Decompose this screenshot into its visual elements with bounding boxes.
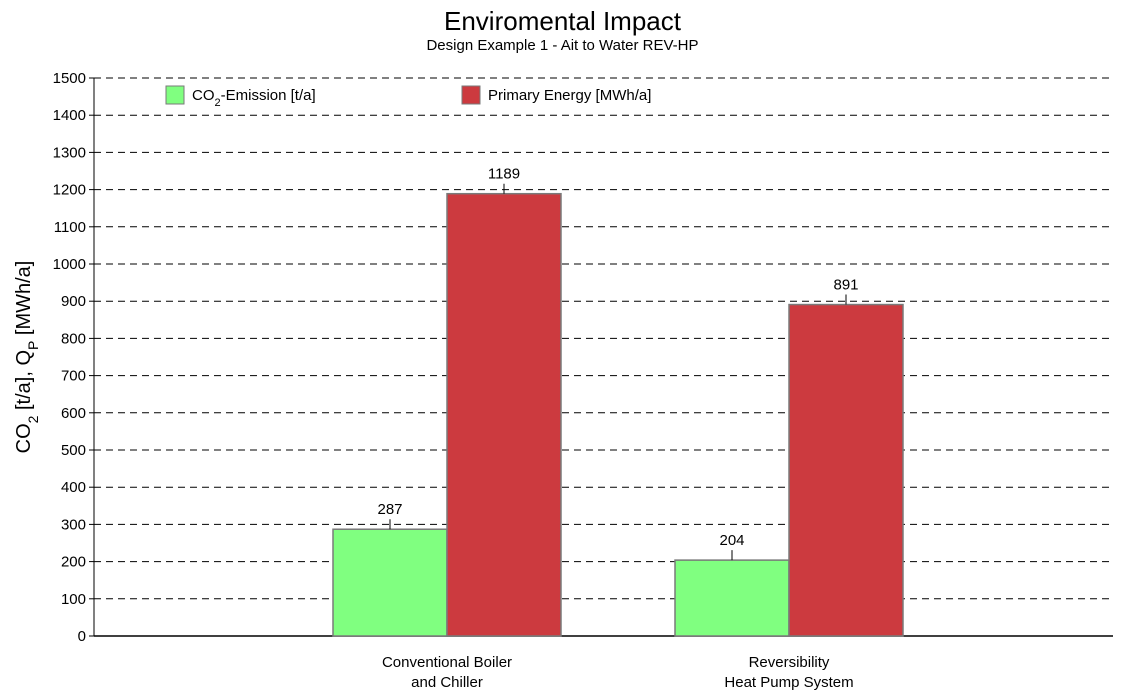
data-label: 204 (719, 532, 744, 549)
axes: 0 100 200 300 400 500 600 700 800 900 1000 1100 1200… (13, 70, 1113, 645)
y-tick-label: 1400 (53, 107, 86, 124)
legend-label: Primary Energy [MWh/a] (488, 87, 651, 104)
legend-label: CO2-Emission [t/a] (192, 87, 316, 109)
category-label: Reversibility (749, 654, 830, 671)
category-label: Conventional Boiler (382, 654, 512, 671)
bar (446, 192, 562, 637)
y-axis-title-part: [t/a], Q (13, 350, 35, 416)
legend: CO2-Emission [t/a] Primary Energy [MWh/a] (165, 85, 651, 109)
y-tick-label: 400 (61, 479, 86, 496)
y-tick-label: 1200 (53, 182, 86, 199)
y-tick-label: 100 (61, 591, 86, 608)
y-tick-label: 0 (78, 628, 86, 645)
legend-swatch (461, 85, 481, 105)
chart-subtitle: Design Example 1 - Ait to Water REV-HP (426, 37, 699, 54)
bars (332, 192, 904, 637)
legend-label-part: CO (192, 87, 215, 104)
category-label: Heat Pump System (724, 674, 853, 691)
y-axis-title-part: CO (13, 423, 35, 453)
data-label: 1189 (488, 166, 520, 183)
legend-label-part: -Emission [t/a] (221, 87, 316, 104)
bar (332, 528, 448, 637)
y-tick-label: 1000 (53, 256, 86, 273)
y-tick-label: 500 (61, 442, 86, 459)
y-axis-title-part: [MWh/a] (13, 261, 35, 341)
legend-label-part: 2 (215, 97, 221, 109)
y-tick-label: 200 (61, 554, 86, 571)
y-tick-label: 700 (61, 368, 86, 385)
y-axis-title-part: P (25, 341, 41, 350)
data-label: 891 (833, 277, 858, 294)
y-axis-title: CO2 [t/a], QP [MWh/a] (13, 261, 41, 454)
y-tick-label: 1300 (53, 144, 86, 161)
y-tick-label: 300 (61, 516, 86, 533)
y-tick-label: 900 (61, 293, 86, 310)
y-tick-label: 1100 (54, 219, 86, 236)
bar (674, 559, 790, 637)
category-label: and Chiller (411, 674, 483, 691)
y-tick-label: 600 (61, 405, 86, 422)
data-label: 287 (377, 501, 402, 518)
legend-swatch (165, 85, 185, 105)
y-tick-label: 800 (61, 330, 86, 347)
y-axis-title-part: 2 (25, 415, 41, 423)
y-tick-label: 1500 (53, 70, 86, 87)
labels: 287 204 1189 891 Conventional Boiler and Chil… (377, 166, 858, 691)
chart-title: Enviromental Impact (444, 6, 681, 36)
bar (788, 303, 904, 637)
gridlines (94, 77, 1113, 600)
